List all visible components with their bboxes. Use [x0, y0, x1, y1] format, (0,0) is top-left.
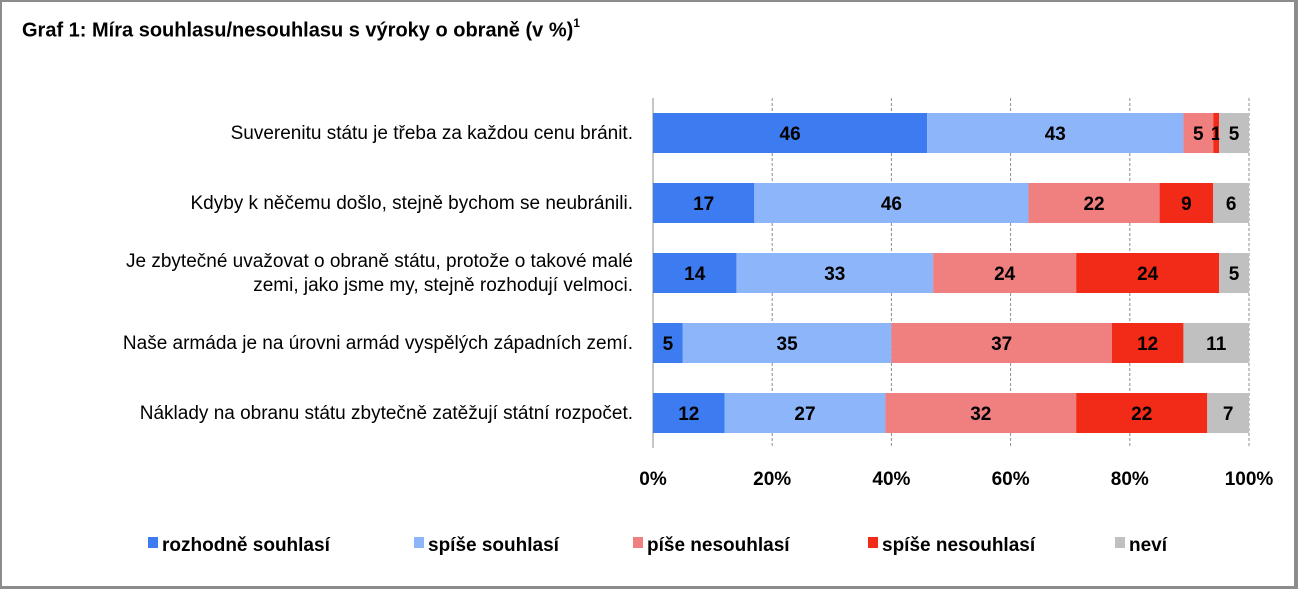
- data-label: 46: [780, 124, 801, 145]
- x-tick-label: 100%: [1225, 469, 1274, 490]
- legend-swatch: [1115, 537, 1125, 548]
- bar-segment: [736, 253, 934, 293]
- bar-segment: [933, 253, 1077, 293]
- data-label: 7: [1223, 404, 1234, 425]
- bar-segment: [1219, 253, 1249, 293]
- bar-segment: [653, 323, 683, 363]
- bar-segment: [1159, 183, 1214, 223]
- data-label: 17: [693, 194, 714, 215]
- title-footnote: 1: [573, 16, 580, 30]
- bar-segment: [1076, 393, 1208, 433]
- legend-label: spíše nesouhlasí: [882, 535, 1036, 556]
- bar-segment: [1111, 323, 1184, 363]
- bar-segment: [891, 323, 1112, 363]
- bar-segment: [653, 393, 725, 433]
- bar-segment: [724, 393, 886, 433]
- data-label: 35: [777, 334, 799, 355]
- data-label: 6: [1226, 194, 1237, 215]
- data-label: 5: [1193, 124, 1204, 145]
- data-label: 12: [1137, 334, 1158, 355]
- bar-segment: [653, 253, 737, 293]
- bar-segment: [1207, 393, 1249, 433]
- data-label: 1: [1211, 124, 1222, 145]
- bar-segment: [1219, 113, 1249, 153]
- bar-segment: [653, 113, 928, 153]
- data-label: 27: [794, 404, 815, 425]
- data-label: 46: [881, 194, 902, 215]
- data-label: 32: [970, 404, 991, 425]
- data-label: 9: [1181, 194, 1192, 215]
- legend-label: rozhodně souhlasí: [162, 535, 331, 556]
- category-label: Naše armáda je na úrovni armád vyspělých…: [123, 333, 633, 354]
- data-label: 24: [994, 264, 1016, 285]
- data-label: 24: [1137, 264, 1159, 285]
- legend-label: píše nesouhlasí: [647, 535, 790, 556]
- bar-segment: [682, 323, 892, 363]
- legend-label: neví: [1129, 535, 1168, 556]
- data-label: 12: [678, 404, 699, 425]
- legend-swatch: [414, 537, 424, 548]
- data-label: 22: [1131, 404, 1152, 425]
- data-label: 43: [1045, 124, 1066, 145]
- legend-label: spíše souhlasí: [428, 535, 560, 556]
- bar-segment: [1076, 253, 1220, 293]
- bar-segment: [754, 183, 1029, 223]
- data-label: 37: [991, 334, 1012, 355]
- data-label: 11: [1206, 334, 1227, 355]
- x-tick-label: 80%: [1111, 469, 1149, 490]
- data-label: 5: [1229, 124, 1240, 145]
- category-label: Je zbytečné uvažovat o obraně státu, pro…: [126, 251, 633, 272]
- data-label: 33: [824, 264, 845, 285]
- bar-segment: [927, 113, 1184, 153]
- data-label: 5: [1229, 264, 1240, 285]
- bar-segment: [1028, 183, 1160, 223]
- category-label: Náklady na obranu státu zbytečně zatěžuj…: [140, 403, 633, 424]
- legend-swatch: [148, 537, 158, 548]
- bar-segment: [1213, 113, 1220, 153]
- data-label: 5: [663, 334, 674, 355]
- bar-segment: [885, 393, 1077, 433]
- legend-swatch: [868, 537, 878, 548]
- category-label: zemi, jako jsme my, stejně rozhodují vel…: [253, 275, 633, 296]
- x-tick-label: 40%: [872, 469, 910, 490]
- bar-segment: [1183, 113, 1214, 153]
- bar-segment: [1183, 323, 1249, 363]
- data-label: 22: [1083, 194, 1104, 215]
- data-label: 14: [684, 264, 706, 285]
- chart-title-text: Graf 1: Míra souhlasu/nesouhlasu s výrok…: [22, 19, 574, 42]
- x-tick-label: 60%: [992, 469, 1030, 490]
- category-label: Suverenitu státu je třeba za každou cenu…: [231, 123, 633, 144]
- x-tick-label: 20%: [753, 469, 791, 490]
- bar-segment: [653, 183, 755, 223]
- legend-swatch: [633, 537, 643, 548]
- x-tick-label: 0%: [639, 469, 667, 490]
- bar-segment: [1213, 183, 1249, 223]
- category-label: Kdyby k něčemu došlo, stejně bychom se n…: [190, 193, 633, 214]
- chart-title: Graf 1: Míra souhlasu/nesouhlasu s výrok…: [22, 16, 580, 43]
